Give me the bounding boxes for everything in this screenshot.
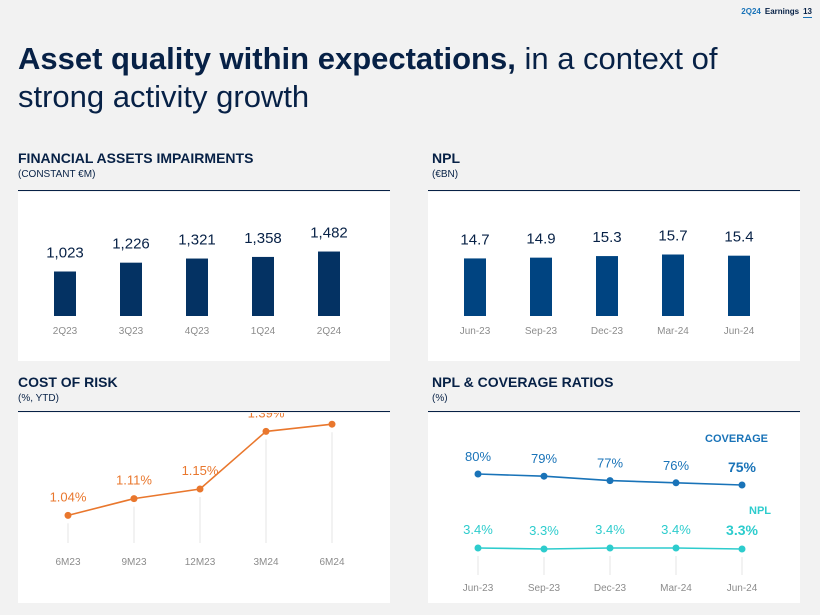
coverage-value-label: 77% (597, 456, 623, 471)
npl-coverage-subtitle: (%) (432, 393, 448, 404)
impairments-panel: 1,023 2Q23 1,226 3Q23 1,321 4Q23 1,358 1Q24 1,48… (18, 192, 390, 361)
impairments-rule (18, 190, 390, 191)
coverage-value-label: 79% (531, 451, 557, 466)
coverage-point-Sep-23 (540, 472, 548, 480)
page-tag: 2Q24 Earnings 13 (741, 7, 812, 18)
cost-of-risk-value-label: 1.11% (116, 473, 152, 488)
npl-value-label: 15.3 (592, 229, 621, 246)
npl-coverage-tick-label: Dec-23 (594, 583, 627, 594)
page-title: Asset quality within expectations, in a … (18, 40, 798, 116)
npl-chart: 14.7 Jun-23 14.9 Sep-23 15.3 Dec-23 15.7 Mar-24… (460, 228, 755, 337)
cost-of-risk-point-12M23 (196, 485, 204, 493)
npl-tick-label: Jun-23 (460, 326, 491, 337)
cost-of-risk-value-label: 1.04% (50, 489, 87, 504)
coverage-value-label: 75% (728, 459, 757, 475)
impairments-bar-3Q23 (120, 262, 142, 316)
npl-coverage-rule (428, 411, 800, 412)
npl-bar-Jun-23 (464, 258, 486, 316)
npl-ratio-legend-label: NPL (749, 505, 771, 517)
npl-bar-Jun-24 (728, 255, 750, 316)
npl-panel: 14.7 Jun-23 14.9 Sep-23 15.3 Dec-23 15.7 Mar-24… (428, 192, 800, 361)
cost-of-risk-value-label: 1.15% (182, 463, 219, 478)
cost-of-risk-title: COST OF RISK (18, 374, 118, 390)
npl-coverage-tick-label: Mar-24 (660, 583, 692, 594)
npl-value-label: 14.9 (526, 231, 555, 248)
npl-coverage-tick-label: Jun-24 (727, 583, 758, 594)
page-title-bold: Asset quality within expectations, (18, 41, 516, 76)
cost-of-risk-tick-label: 12M23 (185, 557, 216, 568)
npl-bar-Mar-24 (662, 254, 684, 316)
impairments-tick-label: 1Q24 (251, 326, 276, 337)
npl-tick-label: Jun-24 (724, 326, 755, 337)
npl-ratio-point-Mar-24 (672, 544, 680, 552)
page-tag-label: Earnings (764, 7, 800, 16)
npl-ratio-value-label: 3.4% (661, 522, 691, 537)
impairments-bar-2Q23 (54, 271, 76, 316)
cost-of-risk-point-3M24 (262, 427, 270, 435)
npl-coverage-chart: 80% 79% 77% 76% 75% COVERAGE 3.4% Jun-23 3.3% Sep… (463, 433, 772, 594)
npl-bar-Sep-23 (530, 257, 552, 316)
npl-ratio-value-label: 3.3% (726, 522, 758, 538)
impairments-bar-4Q23 (186, 258, 208, 316)
impairments-subtitle: (CONSTANT €M) (18, 169, 96, 180)
impairments-value-label: 1,023 (46, 244, 84, 261)
npl-ratio-value-label: 3.3% (529, 523, 559, 538)
npl-value-label: 14.7 (460, 231, 489, 248)
coverage-value-label: 80% (465, 449, 491, 464)
cost-of-risk-chart: 1.04%6M231.11%9M231.15%12M231.39%3M241.4… (50, 397, 353, 568)
impairments-title: FINANCIAL ASSETS IMPAIRMENTS (18, 150, 254, 166)
cost-of-risk-value-label: 1.39% (248, 413, 285, 420)
impairments-tick-label: 2Q23 (53, 326, 78, 337)
impairments-value-label: 1,226 (112, 236, 150, 253)
coverage-point-Dec-23 (606, 477, 614, 485)
coverage-legend-label: COVERAGE (705, 433, 768, 445)
page-number: 13 (803, 7, 812, 18)
npl-coverage-tick-label: Sep-23 (528, 583, 561, 594)
page-tag-quarter: 2Q24 (741, 7, 761, 16)
npl-title: NPL (432, 150, 460, 166)
impairments-value-label: 1,358 (244, 230, 282, 247)
npl-value-label: 15.4 (724, 229, 753, 246)
npl-ratio-value-label: 3.4% (463, 522, 493, 537)
cost-of-risk-tick-label: 6M23 (55, 557, 80, 568)
npl-ratio-point-Sep-23 (540, 545, 548, 553)
coverage-point-Mar-24 (672, 479, 680, 487)
cost-of-risk-point-6M24 (328, 420, 336, 428)
npl-value-label: 15.7 (658, 228, 687, 245)
npl-ratio-value-label: 3.4% (595, 522, 625, 537)
npl-bar-Dec-23 (596, 256, 618, 316)
npl-ratio-point-Jun-23 (474, 544, 482, 552)
npl-tick-label: Dec-23 (591, 326, 624, 337)
npl-coverage-panel: 80% 79% 77% 76% 75% COVERAGE 3.4% Jun-23 3.3% Sep… (428, 413, 800, 603)
cost-of-risk-point-6M23 (64, 511, 72, 519)
cost-of-risk-rule (18, 411, 390, 412)
coverage-point-Jun-24 (738, 481, 746, 489)
npl-subtitle: (€BN) (432, 169, 459, 180)
npl-tick-label: Mar-24 (657, 326, 689, 337)
cost-of-risk-point-9M23 (130, 495, 138, 503)
impairments-value-label: 1,482 (310, 225, 348, 242)
npl-coverage-title: NPL & COVERAGE RATIOS (432, 374, 614, 390)
cost-of-risk-tick-label: 3M24 (253, 557, 278, 568)
cost-of-risk-panel: 1.04%6M231.11%9M231.15%12M231.39%3M241.4… (18, 397, 390, 603)
npl-tick-label: Sep-23 (525, 326, 558, 337)
cost-of-risk-tick-label: 9M23 (121, 557, 146, 568)
page-title-light: in a context of strong activity growth (18, 41, 718, 114)
cost-of-risk-tick-label: 6M24 (319, 557, 344, 568)
impairments-tick-label: 3Q23 (119, 326, 144, 337)
impairments-chart: 1,023 2Q23 1,226 3Q23 1,321 4Q23 1,358 1Q24 1,48… (46, 225, 348, 337)
impairments-bar-2Q24 (318, 251, 340, 316)
impairments-tick-label: 2Q24 (317, 326, 342, 337)
coverage-value-label: 76% (663, 458, 689, 473)
impairments-bar-1Q24 (252, 256, 274, 316)
npl-ratio-point-Dec-23 (606, 544, 614, 552)
impairments-tick-label: 4Q23 (185, 326, 210, 337)
npl-ratio-point-Jun-24 (738, 545, 746, 553)
npl-coverage-tick-label: Jun-23 (463, 583, 494, 594)
npl-rule (428, 190, 800, 191)
impairments-value-label: 1,321 (178, 232, 216, 249)
cost-of-risk-subtitle: (%, YTD) (18, 393, 59, 404)
coverage-point-Jun-23 (474, 470, 482, 478)
